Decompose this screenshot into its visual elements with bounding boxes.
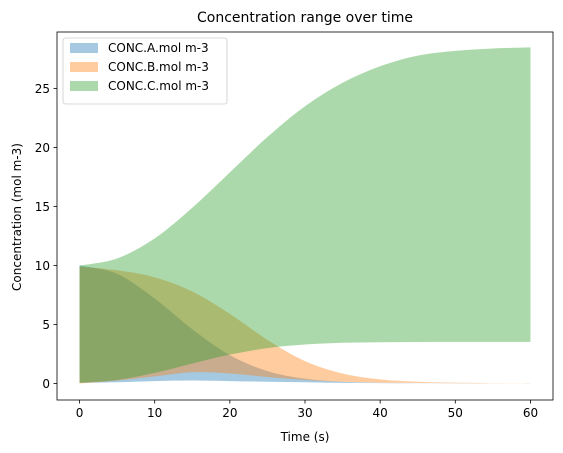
legend-swatch-1 [70,43,98,53]
y-tick-label: 15 [35,200,50,214]
legend-box [62,37,228,105]
y-tick-label: 20 [35,141,50,155]
y-tick-label: 10 [35,259,50,273]
x-axis: 0 10 20 30 40 50 60 [76,400,538,420]
x-tick-label: 30 [297,406,312,420]
legend-label-2: CONC.B.mol m-3 [108,60,209,74]
area-series-2 [79,266,531,384]
area-series-3 [79,47,531,383]
x-tick-label: 60 [523,406,538,420]
x-tick-label: 40 [373,406,388,420]
legend-swatch-3 [70,81,98,91]
x-tick-label: 10 [147,406,162,420]
x-tick-label: 50 [448,406,463,420]
y-tick-label: 0 [42,377,50,391]
legend: CONC.A.mol m-3 CONC.B.mol m-3 CONC.C.mol m… [62,37,228,105]
y-axis: 0 5 10 15 20 25 [35,82,57,391]
legend-label-3: CONC.C.mol m-3 [108,79,209,93]
y-tick-label: 25 [35,82,50,96]
legend-label-1: CONC.A.mol m-3 [108,41,209,55]
x-tick-label: 20 [222,406,237,420]
area-series-1 [79,265,531,384]
x-tick-label: 0 [76,406,84,420]
plot-areas [79,47,531,384]
legend-swatch-2 [70,62,98,72]
y-axis-title: Concentration (mol m-3) [10,143,24,291]
chart-title: Concentration range over time [197,10,413,26]
x-axis-title: Time (s) [280,430,330,444]
y-tick-label: 5 [42,318,50,332]
